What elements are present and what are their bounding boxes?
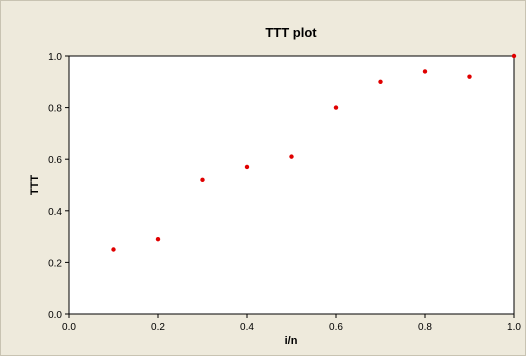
x-tick-label: 0.4 bbox=[240, 322, 254, 333]
data-point bbox=[200, 177, 205, 183]
data-point bbox=[422, 69, 428, 74]
data-points bbox=[111, 53, 517, 252]
x-tick-label: 0.6 bbox=[329, 322, 343, 333]
chart-title: TTT plot bbox=[265, 25, 317, 40]
x-axis: 0.0 0.2 0.4 0.6 0.8 1.0 bbox=[62, 314, 521, 333]
y-axis-label: TTT bbox=[29, 175, 41, 195]
x-axis-label: i/n bbox=[285, 335, 298, 347]
data-point bbox=[111, 247, 116, 252]
data-point bbox=[155, 236, 161, 242]
x-tick-label: 0.2 bbox=[151, 322, 165, 333]
data-point bbox=[511, 53, 517, 59]
y-tick-label: 1.0 bbox=[48, 52, 62, 63]
data-point bbox=[378, 79, 383, 85]
data-point bbox=[467, 74, 472, 79]
x-tick-label: 0.8 bbox=[418, 322, 432, 333]
y-tick-label: 0.2 bbox=[48, 258, 62, 269]
x-tick-label: 1.0 bbox=[507, 322, 521, 333]
y-tick-label: 0.0 bbox=[48, 310, 62, 321]
y-axis: 0.0 0.2 0.4 0.6 0.8 1.0 bbox=[48, 52, 69, 321]
plot-area bbox=[68, 55, 515, 315]
data-point bbox=[333, 105, 339, 110]
y-tick-label: 0.8 bbox=[48, 104, 62, 115]
x-tick-label: 0.0 bbox=[62, 322, 76, 333]
data-point bbox=[289, 154, 294, 159]
data-point bbox=[244, 164, 250, 170]
y-tick-label: 0.6 bbox=[48, 155, 62, 166]
y-tick-label: 0.4 bbox=[48, 207, 62, 218]
